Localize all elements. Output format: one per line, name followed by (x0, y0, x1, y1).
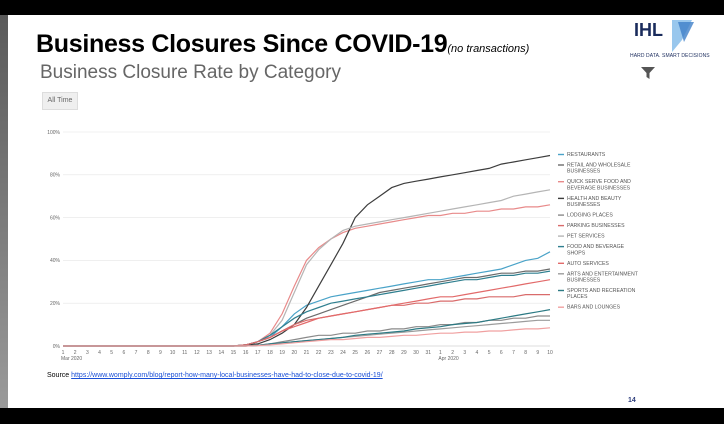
filter-icon[interactable] (640, 66, 656, 85)
x-tick-label: 15 (231, 350, 237, 356)
legend-label: ARTS AND ENTERTAINMENT (567, 271, 639, 277)
x-tick-label: 1 (62, 350, 65, 356)
legend-label: FOOD AND BEVERAGE (567, 244, 625, 250)
x-tick-label: 20 (292, 350, 298, 356)
x-tick-label: 7 (512, 350, 515, 356)
source-link[interactable]: https://www.womply.com/blog/report-how-m… (71, 372, 383, 379)
x-tick-label: 6 (122, 350, 125, 356)
x-tick-label: 28 (389, 350, 395, 356)
x-tick-label: 10 (170, 350, 176, 356)
y-tick-label: 60% (50, 215, 61, 221)
legend-label: RETAIL AND WHOLESALE (567, 163, 631, 169)
legend-label: BUSINESSES (567, 202, 601, 208)
x-tick-label: 21 (304, 350, 310, 356)
x-tick-label: 30 (413, 350, 419, 356)
x-month-label: Apr 2020 (438, 356, 459, 362)
legend-label: AUTO SERVICES (567, 261, 609, 267)
legend-label: QUICK SERVE FOOD AND (567, 179, 631, 185)
series-line (63, 204, 551, 347)
legend-label: HEALTH AND BEAUTY (567, 196, 622, 202)
x-tick-label: 19 (279, 350, 285, 356)
x-tick-label: 2 (74, 350, 77, 356)
x-month-label: Mar 2020 (61, 356, 82, 362)
x-tick-label: 18 (267, 350, 273, 356)
legend-label: PLACES (567, 294, 588, 300)
x-tick-label: 27 (377, 350, 383, 356)
source-label: Source (47, 372, 70, 379)
series-line (63, 154, 551, 347)
series-line (63, 270, 551, 347)
x-tick-label: 11 (182, 350, 187, 356)
x-tick-label: 3 (463, 350, 466, 356)
x-tick-label: 16 (243, 350, 249, 356)
series-line (63, 309, 551, 347)
x-tick-label: 12 (194, 350, 200, 356)
page-number: 14 (628, 397, 636, 404)
x-tick-label: 24 (340, 350, 346, 356)
x-tick-label: 1 (439, 350, 442, 356)
x-tick-label: 8 (524, 350, 527, 356)
logo-graphic (672, 20, 694, 52)
ihl-logo (628, 18, 698, 62)
slide-title-note: (no transactions) (447, 43, 530, 55)
x-tick-label: 17 (255, 350, 261, 356)
x-tick-label: 13 (206, 350, 212, 356)
y-tick-label: 80% (50, 173, 61, 179)
slide-title: Business Closures Since COVID-19(no tran… (36, 30, 529, 59)
x-tick-label: 9 (159, 350, 162, 356)
x-tick-label: 10 (547, 350, 553, 356)
x-tick-label: 7 (135, 350, 138, 356)
legend-label: SPORTS AND RECREATION (567, 288, 636, 294)
legend-label: RESTAURANTS (567, 152, 606, 158)
series-line (63, 294, 550, 347)
y-tick-label: 20% (50, 301, 61, 307)
x-tick-label: 4 (476, 350, 479, 356)
x-tick-label: 5 (110, 350, 113, 356)
time-filter-button[interactable]: All Time (42, 92, 78, 110)
x-tick-label: 14 (218, 350, 224, 356)
chart-title: Business Closure Rate by Category (40, 62, 341, 83)
x-tick-label: 9 (536, 350, 539, 356)
legend-label: PARKING BUSINESSES (567, 223, 625, 229)
x-tick-label: 22 (316, 350, 322, 356)
legend-label: SHOPS (567, 250, 586, 256)
x-tick-label: 3 (86, 350, 89, 356)
legend-label: BARS AND LOUNGES (567, 305, 621, 311)
x-tick-label: 26 (365, 350, 371, 356)
legend-label: BEVERAGE BUSINESSES (567, 185, 631, 191)
source-line: Source https://www.womply.com/blog/repor… (47, 372, 383, 379)
series-line (63, 327, 551, 347)
legend-label: PET SERVICES (567, 234, 605, 240)
series-line (63, 279, 551, 347)
x-tick-label: 4 (98, 350, 101, 356)
slide-title-text: Business Closures Since COVID-19 (36, 30, 448, 58)
x-tick-label: 23 (328, 350, 334, 356)
x-tick-label: 5 (488, 350, 491, 356)
chart-panel (38, 86, 550, 364)
y-tick-label: 100% (47, 130, 60, 136)
legend-label: BUSINESSES (567, 278, 601, 284)
x-tick-label: 29 (401, 350, 407, 356)
x-tick-label: 25 (352, 350, 358, 356)
legend-label: BUSINESSES (567, 169, 601, 175)
window-edge-right (716, 15, 724, 408)
logo-tagline: HARD DATA. SMART DECISIONS (630, 53, 710, 59)
x-tick-label: 2 (451, 350, 454, 356)
logo-text: IHL (634, 20, 663, 40)
y-tick-label: 40% (50, 258, 61, 264)
legend-label: LODGING PLACES (567, 213, 613, 219)
y-tick-label: 0% (53, 344, 61, 350)
x-tick-label: 8 (147, 350, 150, 356)
x-tick-label: 31 (425, 350, 431, 356)
window-edge-left (0, 15, 8, 408)
x-tick-label: 6 (500, 350, 503, 356)
